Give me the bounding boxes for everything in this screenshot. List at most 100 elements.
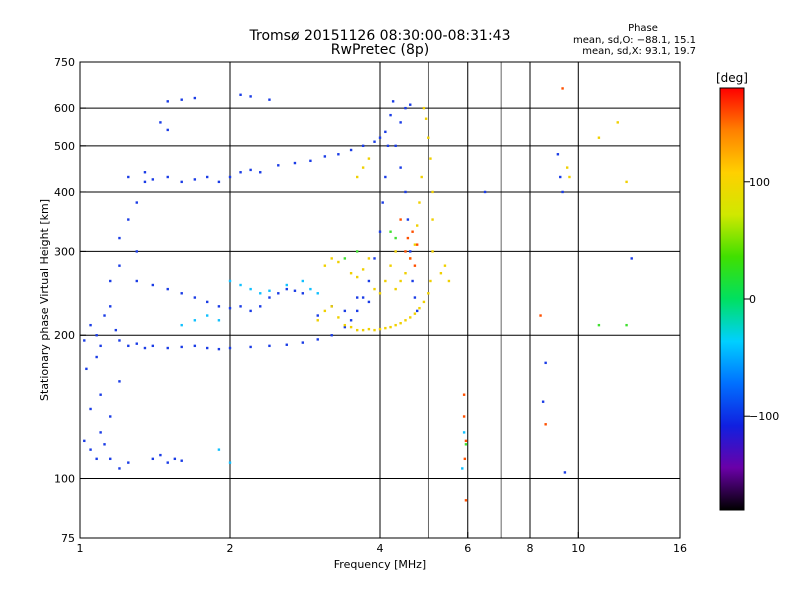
data-point (166, 128, 169, 132)
data-point (114, 328, 118, 332)
data-point (427, 292, 430, 295)
data-point (180, 345, 183, 349)
data-point (415, 309, 419, 313)
data-point (616, 121, 619, 124)
data-point (406, 218, 410, 221)
data-point (143, 171, 147, 174)
data-point (109, 457, 112, 461)
data-point (373, 328, 376, 332)
data-point (409, 250, 412, 253)
data-point (404, 319, 407, 322)
x-tick-label: 10 (571, 542, 585, 555)
x-tick-label: 2 (227, 542, 234, 555)
stats-line-o: mean, sd,O: −88.1, 15.1 (573, 35, 696, 46)
colorbar-tick-label: 0 (749, 293, 756, 306)
data-point (95, 334, 98, 337)
data-point (118, 236, 121, 240)
data-point (464, 443, 468, 446)
data-point (415, 224, 419, 227)
data-point (413, 296, 417, 299)
data-point (180, 323, 183, 327)
data-point (384, 175, 387, 179)
data-point (349, 319, 353, 322)
colorbar-tick-label: 100 (749, 176, 770, 189)
data-point (217, 319, 221, 322)
data-point (422, 106, 426, 110)
data-point (316, 292, 319, 295)
data-point (355, 328, 359, 332)
data-point (413, 243, 417, 246)
data-point (404, 106, 407, 110)
data-point (217, 347, 221, 351)
data-point (413, 264, 417, 267)
data-point (431, 218, 434, 221)
data-point (394, 236, 397, 240)
data-point (391, 100, 395, 103)
data-point (443, 264, 447, 267)
data-point (413, 312, 417, 315)
data-point (166, 175, 169, 179)
data-point (268, 289, 271, 292)
data-point (337, 153, 340, 156)
data-point (399, 218, 402, 221)
data-point (343, 325, 347, 329)
data-point (355, 275, 359, 279)
data-point (166, 346, 169, 350)
data-point (367, 279, 371, 283)
data-point (415, 243, 419, 246)
data-point (127, 344, 130, 348)
data-point (239, 171, 242, 174)
data-point (205, 314, 209, 317)
data-point (83, 439, 86, 443)
data-point (378, 136, 382, 139)
data-point (431, 250, 434, 253)
data-point (367, 157, 371, 160)
data-point (429, 279, 432, 283)
data-point (384, 279, 387, 283)
data-point (205, 300, 209, 304)
data-point (239, 93, 242, 96)
data-point (361, 328, 365, 332)
data-point (373, 257, 376, 260)
plot-grid (80, 62, 680, 538)
data-point (373, 140, 376, 143)
data-point (361, 166, 365, 169)
chart-subtitle: RwPretec (8p) (331, 42, 429, 58)
data-point (384, 326, 387, 330)
data-point (625, 180, 628, 184)
data-point (151, 344, 155, 348)
x-tick-label: 16 (673, 542, 687, 555)
data-point (89, 407, 92, 411)
stats-title: Phase (628, 23, 658, 34)
x-tick-label: 4 (377, 542, 384, 555)
data-point (323, 264, 327, 267)
data-point (343, 323, 347, 327)
data-point (309, 287, 312, 291)
y-tick-label: 300 (54, 245, 75, 258)
data-point (389, 113, 392, 117)
data-point (193, 319, 197, 322)
data-point (228, 175, 232, 179)
data-point (83, 339, 86, 342)
data-point (394, 287, 397, 291)
y-tick-label: 75 (61, 532, 75, 545)
y-tick-label: 400 (54, 186, 75, 199)
data-point (424, 117, 428, 120)
data-point (361, 144, 365, 148)
data-point (151, 178, 155, 181)
data-point (418, 201, 421, 204)
data-point (464, 499, 468, 502)
data-point (151, 457, 155, 461)
data-point (355, 309, 359, 313)
data-point (630, 257, 633, 260)
data-point (180, 459, 183, 462)
data-point (389, 264, 392, 267)
y-tick-label: 500 (54, 140, 75, 153)
data-point (355, 250, 359, 253)
data-point (323, 155, 327, 158)
stats-line-x: mean, sd,X: 93.1, 19.7 (582, 46, 696, 57)
data-point (277, 164, 280, 167)
data-point (103, 443, 106, 446)
data-point (118, 339, 121, 342)
data-point (427, 136, 430, 139)
